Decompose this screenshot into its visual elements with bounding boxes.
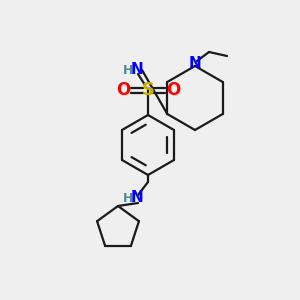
Text: S: S [142,81,154,99]
Text: H: H [123,191,133,205]
Text: H: H [123,64,133,76]
Text: N: N [189,56,201,71]
Text: N: N [130,190,143,206]
Text: O: O [116,81,130,99]
Text: N: N [130,62,143,77]
Text: O: O [166,81,180,99]
